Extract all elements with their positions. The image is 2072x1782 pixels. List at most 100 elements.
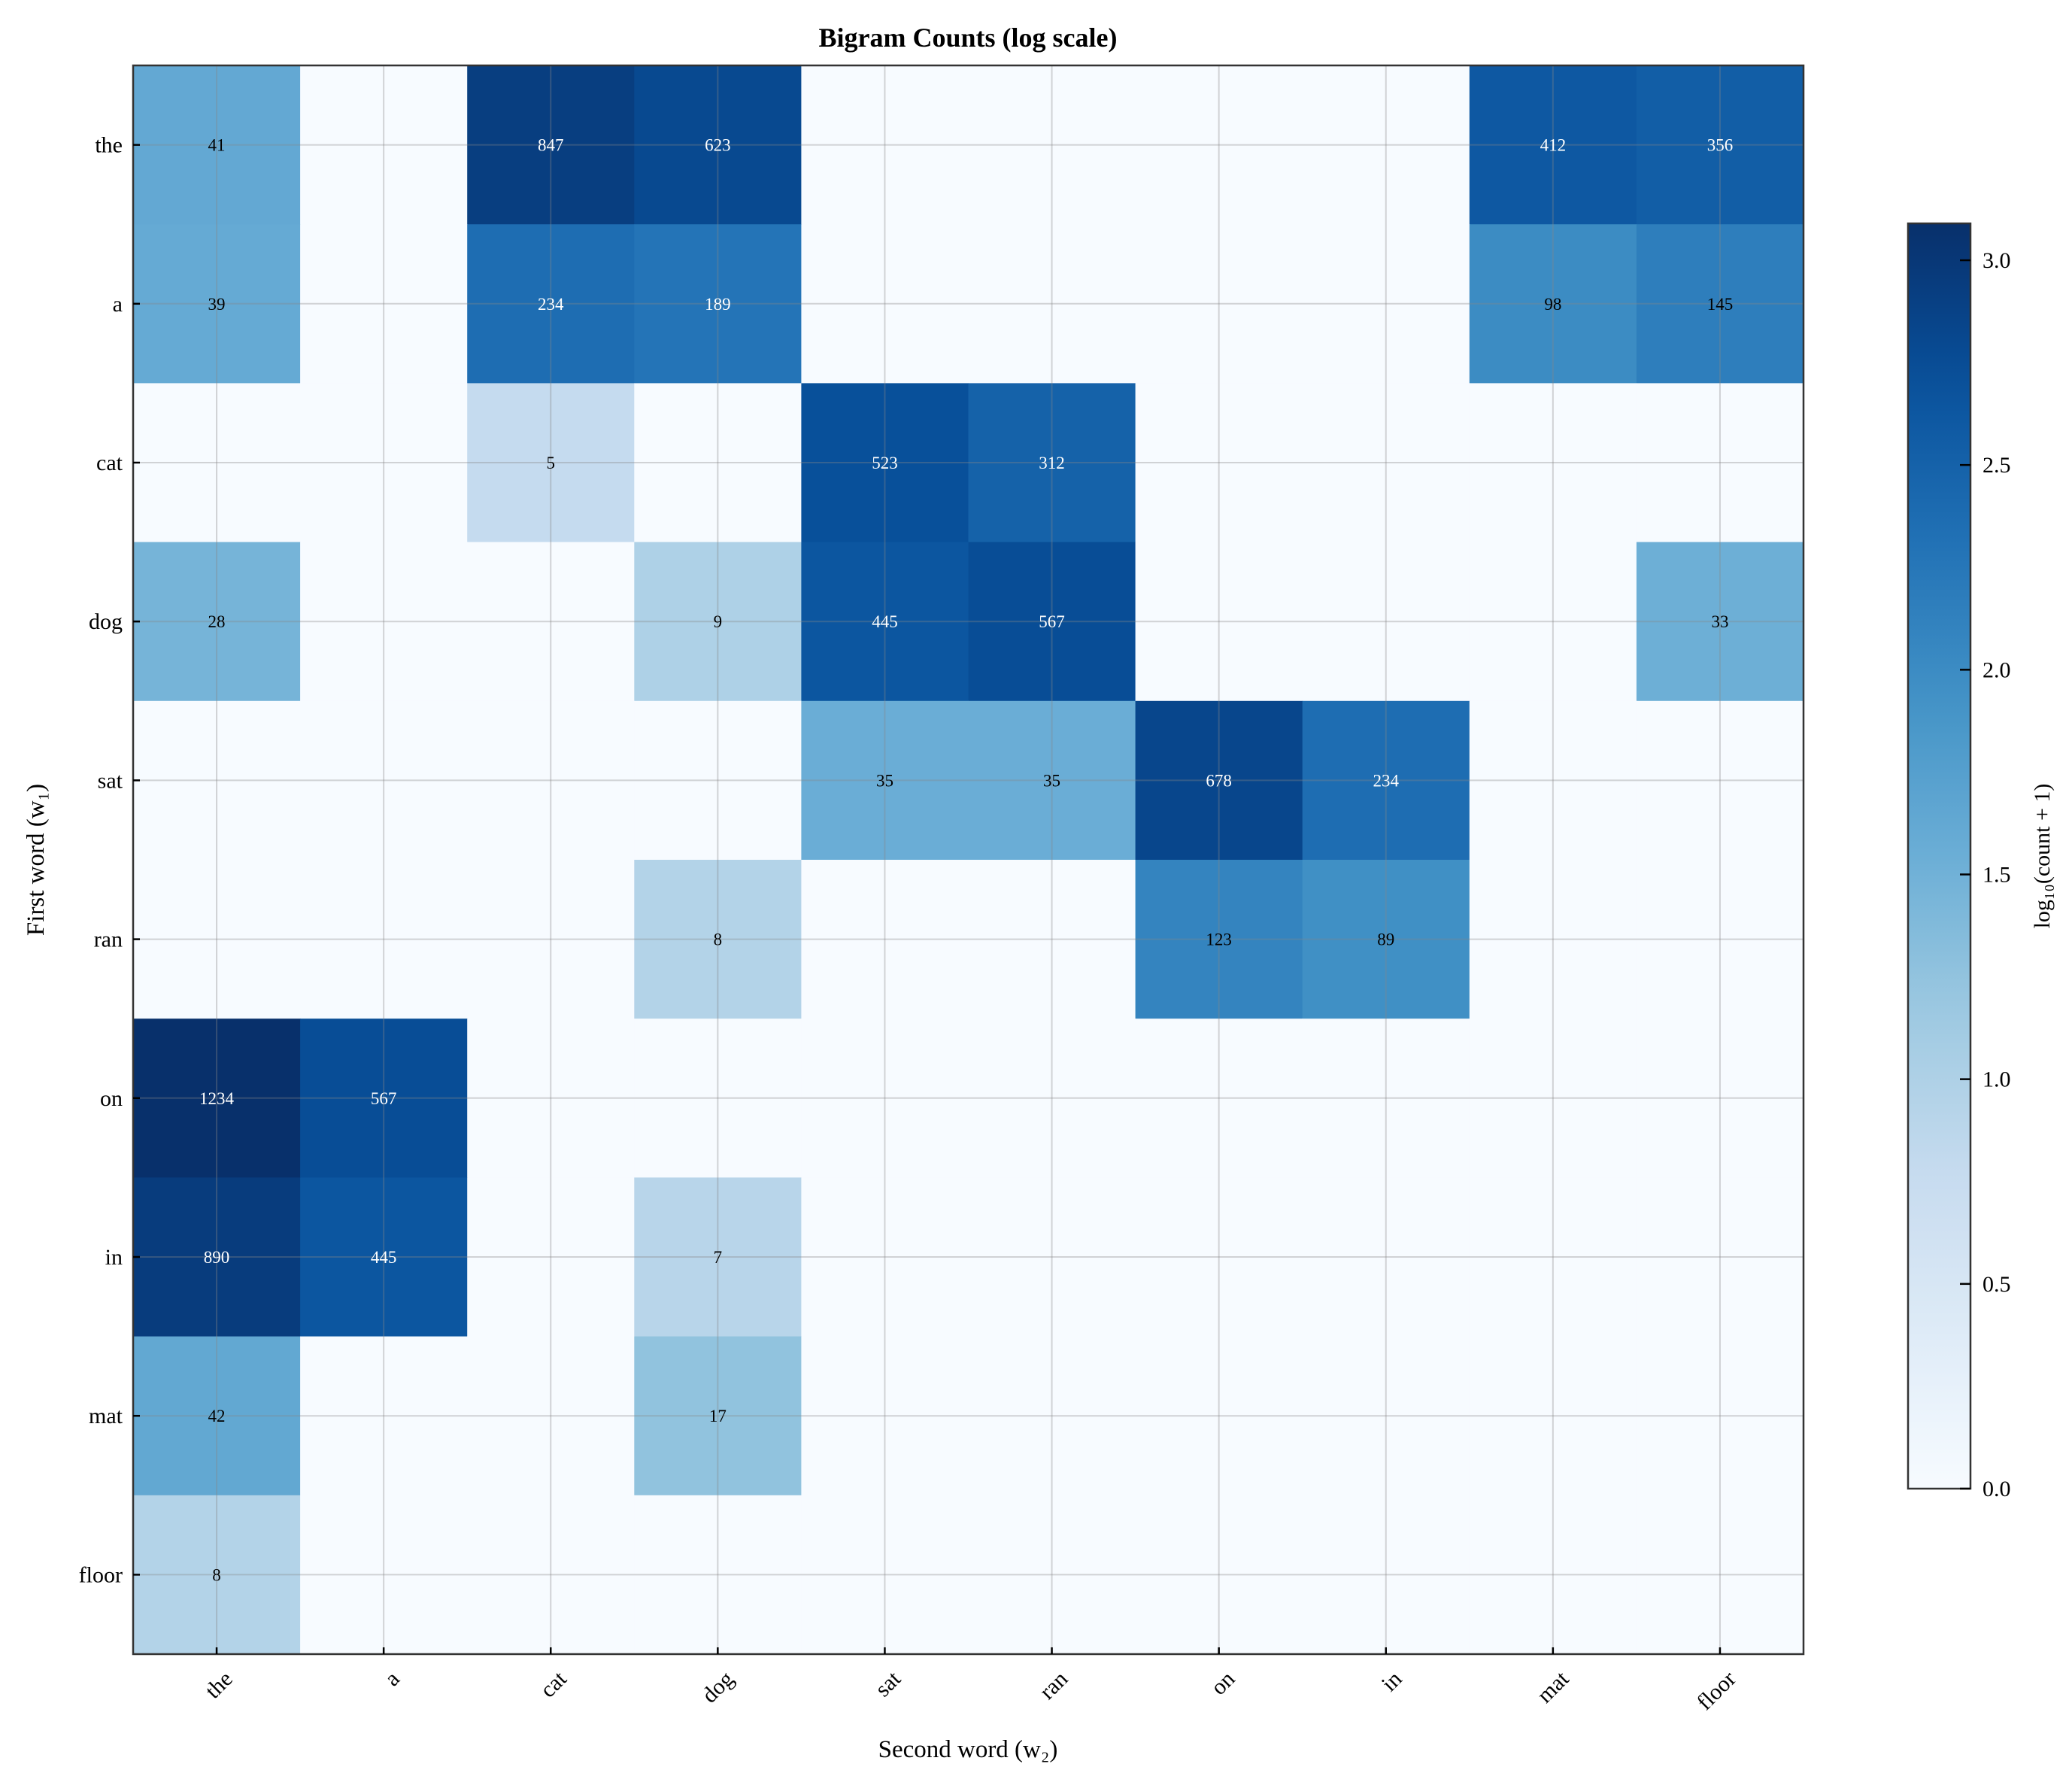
heatmap-cell [133, 65, 301, 225]
cell-value-label: 41 [208, 136, 226, 155]
heatmap-cell [1302, 860, 1470, 1019]
heatmap-cell [801, 542, 969, 702]
heatmap-cell [1302, 1019, 1470, 1178]
cell-value-label: 678 [1206, 771, 1232, 790]
cell-value-label: 312 [1039, 454, 1065, 472]
heatmap-cell [133, 224, 301, 384]
heatmap-cell [1469, 1336, 1637, 1496]
heatmap-cell [1135, 65, 1303, 225]
x-tick-label: cat [535, 1666, 572, 1703]
y-tick-label: ran [94, 927, 123, 952]
heatmap-cell [1302, 542, 1470, 702]
cell-value-label: 28 [208, 612, 226, 631]
cell-labels: 41 847 623 412 356 39 234 189 98 145 5 523 312 28 9 445… [199, 136, 1733, 1585]
grid-lines [133, 65, 1804, 1654]
y-tick-label: sat [98, 768, 123, 793]
y-axis-label: First word (w₁) [23, 784, 50, 936]
heatmap-cell [968, 1336, 1136, 1496]
heatmap-cell [634, 700, 802, 861]
y-tick-label: floor [79, 1562, 123, 1587]
heatmap-cell [1302, 1177, 1470, 1337]
heatmap-cell [801, 1336, 969, 1496]
heatmap-cell [1469, 1019, 1637, 1178]
heatmap-cell [1135, 542, 1303, 702]
heatmap-cell [133, 700, 301, 861]
heatmap-cell [968, 1019, 1136, 1178]
heatmap-cell [1636, 542, 1804, 702]
heatmap-cell [801, 1177, 969, 1337]
heatmap-cell [968, 383, 1136, 543]
heatmap-cell [968, 1495, 1136, 1655]
heatmap-cell [1302, 1495, 1470, 1655]
cell-value-label: 8 [212, 1565, 221, 1584]
y-tick-label: dog [89, 609, 123, 634]
heatmap-cell [1302, 700, 1470, 861]
cell-value-label: 189 [705, 295, 731, 314]
heatmap-cell [1469, 542, 1637, 702]
heatmap-cell [1636, 224, 1804, 384]
heatmap-cell [467, 1019, 635, 1178]
cell-value-label: 123 [1206, 930, 1232, 949]
colorbar-label: log₁₀(count + 1) [2030, 784, 2055, 929]
heatmap-cell [300, 700, 468, 861]
heatmap-cell [801, 65, 969, 225]
heatmap-cell [634, 224, 802, 384]
y-tick-label: cat [96, 451, 123, 475]
heatmap-cell [801, 224, 969, 384]
cell-value-label: 5 [547, 454, 556, 472]
heatmap-cell [1636, 1019, 1804, 1178]
heatmap-cell [1135, 700, 1303, 861]
cell-value-label: 523 [872, 454, 898, 472]
y-tick-label: the [95, 133, 123, 158]
heatmap-cell [133, 542, 301, 702]
colorbar-tick-label: 1.0 [1983, 1067, 2011, 1092]
heatmap-cell [634, 1019, 802, 1178]
heatmap-cell [467, 860, 635, 1019]
heatmap-cell [1469, 383, 1637, 543]
heatmap-cell [300, 1019, 468, 1178]
heatmap-cell [1469, 65, 1637, 225]
heatmap-cell [634, 860, 802, 1019]
heatmap-cell [1469, 224, 1637, 384]
heatmap-cell [467, 1495, 635, 1655]
x-tick-label: in [1377, 1666, 1407, 1696]
cell-value-label: 623 [705, 136, 731, 155]
cell-value-label: 567 [1039, 612, 1065, 631]
colorbar-tick-label: 0.0 [1983, 1477, 2011, 1501]
cell-value-label: 234 [538, 295, 564, 314]
colorbar [1907, 222, 1972, 1490]
y-tick-label: on [100, 1086, 123, 1111]
heatmap-cell [634, 65, 802, 225]
heatmap-cell [467, 542, 635, 702]
heatmap-cell [133, 1336, 301, 1496]
y-tick-labels: the a cat dog sat ran on in mat floor [79, 133, 140, 1587]
colorbar-tick-label: 2.5 [1983, 453, 2011, 478]
heatmap-cell [133, 860, 301, 1019]
heatmap-cell [467, 383, 635, 543]
heatmap-cell [634, 383, 802, 543]
heatmap-cell [300, 860, 468, 1019]
heatmap-cell [1636, 383, 1804, 543]
heatmap-cell [1636, 1495, 1804, 1655]
cell-value-label: 9 [714, 612, 723, 631]
cell-value-label: 33 [1711, 612, 1728, 631]
heatmap-cell [300, 65, 468, 225]
heatmap-cell [467, 1336, 635, 1496]
heatmap-cell [133, 1495, 301, 1655]
heatmap-cell [300, 542, 468, 702]
heatmap-cell [300, 1177, 468, 1337]
heatmap-cell [1135, 1495, 1303, 1655]
heatmap-cells [133, 65, 1804, 1655]
heatmap-cell [1469, 1495, 1637, 1655]
cell-value-label: 89 [1377, 930, 1394, 949]
heatmap-cell [300, 1495, 468, 1655]
heatmap-cell [801, 1019, 969, 1178]
heatmap-cell [634, 1495, 802, 1655]
x-tick-label: dog [697, 1666, 739, 1708]
cell-value-label: 42 [208, 1407, 226, 1425]
heatmap-cell [1636, 1177, 1804, 1337]
heatmap-cell [1302, 65, 1470, 225]
cell-value-label: 145 [1707, 295, 1734, 314]
colorbar-tick-label: 3.0 [1983, 248, 2011, 273]
